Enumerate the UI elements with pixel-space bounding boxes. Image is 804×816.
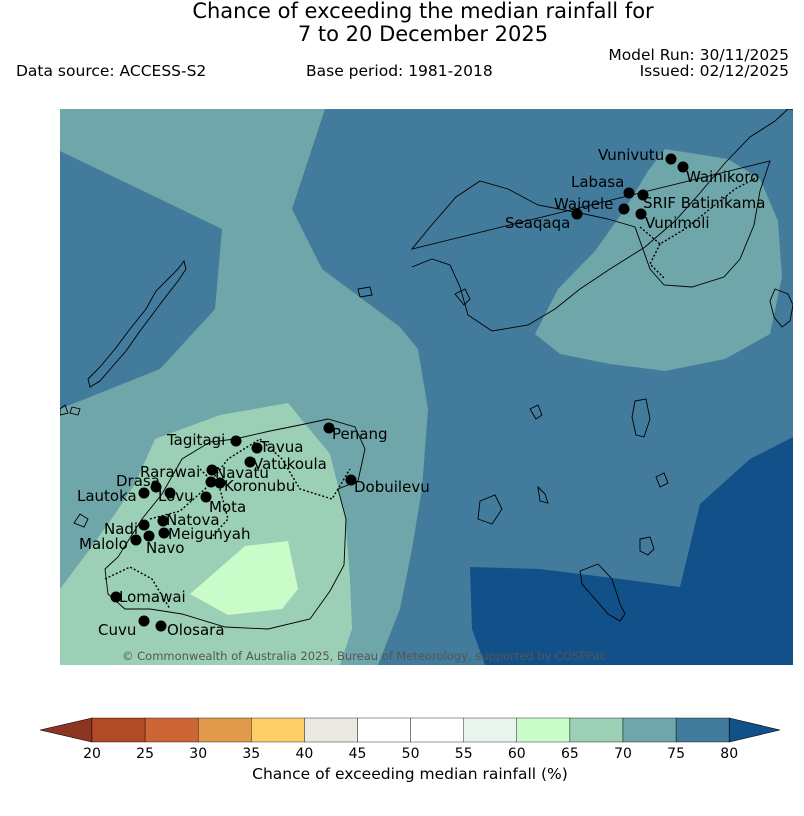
station-marker (110, 591, 122, 603)
station-label: Dobuilevu (354, 478, 430, 496)
station-label: Lautoka (77, 487, 137, 505)
station-label: Olosara (167, 621, 225, 639)
rainfall-map: Vunivutu Wainikoro Labasa SRIF Batinikama Wa… (60, 109, 793, 665)
chart-title-line1: Chance of exceeding the median rainfall … (192, 0, 654, 23)
colorbar-tick-label: 65 (561, 746, 579, 760)
issued-date: Issued: 02/12/2025 (639, 62, 789, 80)
station-label: Penang (332, 425, 387, 443)
station-marker (130, 534, 142, 546)
colorbar-over-arrow (728, 717, 781, 743)
station-label: Mota (209, 498, 246, 516)
model-run: Model Run: 30/11/2025 (608, 46, 789, 64)
station-marker (150, 481, 162, 493)
district-boundaries (104, 176, 759, 610)
colorbar-tick-label: 55 (455, 746, 473, 760)
colorbar-segment (91, 717, 146, 743)
station-label: Koronubu (224, 477, 295, 495)
station-marker (251, 442, 263, 454)
station-marker (665, 153, 677, 165)
station-label: Tavua (259, 438, 303, 456)
station-marker (158, 527, 170, 539)
colorbar-tick-label: 80 (720, 746, 738, 760)
colorbar-segment (410, 717, 464, 743)
station-label: Vatukoula (253, 455, 327, 473)
chart-title-line2: 7 to 20 December 2025 (297, 22, 549, 46)
colorbar-segment (144, 717, 199, 743)
band-60-65 (190, 541, 298, 615)
colorbar-tick-label: 70 (614, 746, 632, 760)
station-label: Tagitagi (166, 431, 225, 449)
station-labels: Vunivutu Wainikoro Labasa SRIF Batinikama Wa… (77, 146, 765, 639)
map-area: Vunivutu Wainikoro Labasa SRIF Batinikama Wa… (60, 109, 793, 665)
station-label: Lovu (158, 487, 194, 505)
station-label: Drasa (116, 472, 160, 490)
colorbar-tick-label: 25 (136, 746, 154, 760)
station-marker (677, 161, 689, 173)
station-marker (214, 477, 226, 489)
station-label: Navo (146, 539, 184, 557)
station-marker (637, 189, 649, 201)
station-marker (157, 515, 169, 527)
station-label: SRIF Batinikama (643, 194, 765, 212)
station-marker (618, 203, 630, 215)
coastlines (60, 109, 793, 630)
colorbar-segment (675, 717, 730, 743)
station-markers (110, 153, 689, 632)
colorbar-tick-label: 50 (402, 746, 420, 760)
station-marker (345, 474, 357, 486)
station-label: Malolo (79, 535, 128, 553)
station-marker (138, 487, 150, 499)
station-marker (155, 620, 167, 632)
station-marker (205, 476, 217, 488)
station-label: Lomawai (119, 588, 186, 606)
station-label: Nadi (104, 520, 138, 538)
station-marker (138, 615, 150, 627)
station-marker (571, 208, 583, 220)
colorbar-under-arrow (39, 717, 93, 743)
colorbar-tick-label: 20 (83, 746, 101, 760)
station-label: Vunimoli (645, 214, 710, 232)
station-label: Rarawai (140, 463, 200, 481)
colorbar-segment (357, 717, 411, 743)
station-marker (635, 208, 647, 220)
colorbar-tick-label: 75 (667, 746, 685, 760)
colorbar-tick-label: 45 (349, 746, 367, 760)
station-label: Waiqele (554, 195, 613, 213)
colorbar: 20 25 30 35 40 45 50 55 60 65 70 75 80 (39, 717, 781, 760)
station-marker (138, 519, 150, 531)
station-marker (206, 464, 218, 476)
colorbar-tick-label: 35 (242, 746, 260, 760)
station-label: Cuvu (98, 621, 136, 639)
station-marker (230, 435, 242, 447)
station-marker (164, 487, 176, 499)
station-label: Labasa (571, 173, 624, 191)
colorbar-segment (516, 717, 571, 743)
station-marker (143, 530, 155, 542)
colorbar-tick-label: 60 (508, 746, 526, 760)
colorbar-tick-label: 30 (189, 746, 207, 760)
data-source: Data source: ACCESS-S2 (16, 62, 207, 80)
colorbar-tick-label: 40 (295, 746, 313, 760)
colorbar-segment (197, 717, 252, 743)
colorbar-segment (463, 717, 518, 743)
colorbar-label: Chance of exceeding median rainfall (%) (252, 765, 568, 783)
station-label: Natova (166, 511, 220, 529)
station-marker (323, 422, 335, 434)
station-label: Wainikoro (686, 168, 759, 186)
station-label: Meigunyah (168, 525, 250, 543)
base-period: Base period: 1981-2018 (306, 62, 493, 80)
band-above-80-southeast (470, 437, 793, 665)
station-label: Navatu (215, 464, 269, 482)
station-marker (200, 491, 212, 503)
station-marker (244, 456, 256, 468)
station-label: Seaqaqa (505, 214, 570, 232)
station-label: Vunivutu (598, 146, 664, 164)
colorbar-segment (304, 717, 358, 743)
colorbar-segment (569, 717, 624, 743)
band-70-75-east (535, 149, 782, 371)
colorbar-segment (622, 717, 677, 743)
station-marker (623, 187, 635, 199)
copyright-notice: © Commonwealth of Australia 2025, Bureau… (122, 649, 607, 663)
colorbar-segment (251, 717, 305, 743)
